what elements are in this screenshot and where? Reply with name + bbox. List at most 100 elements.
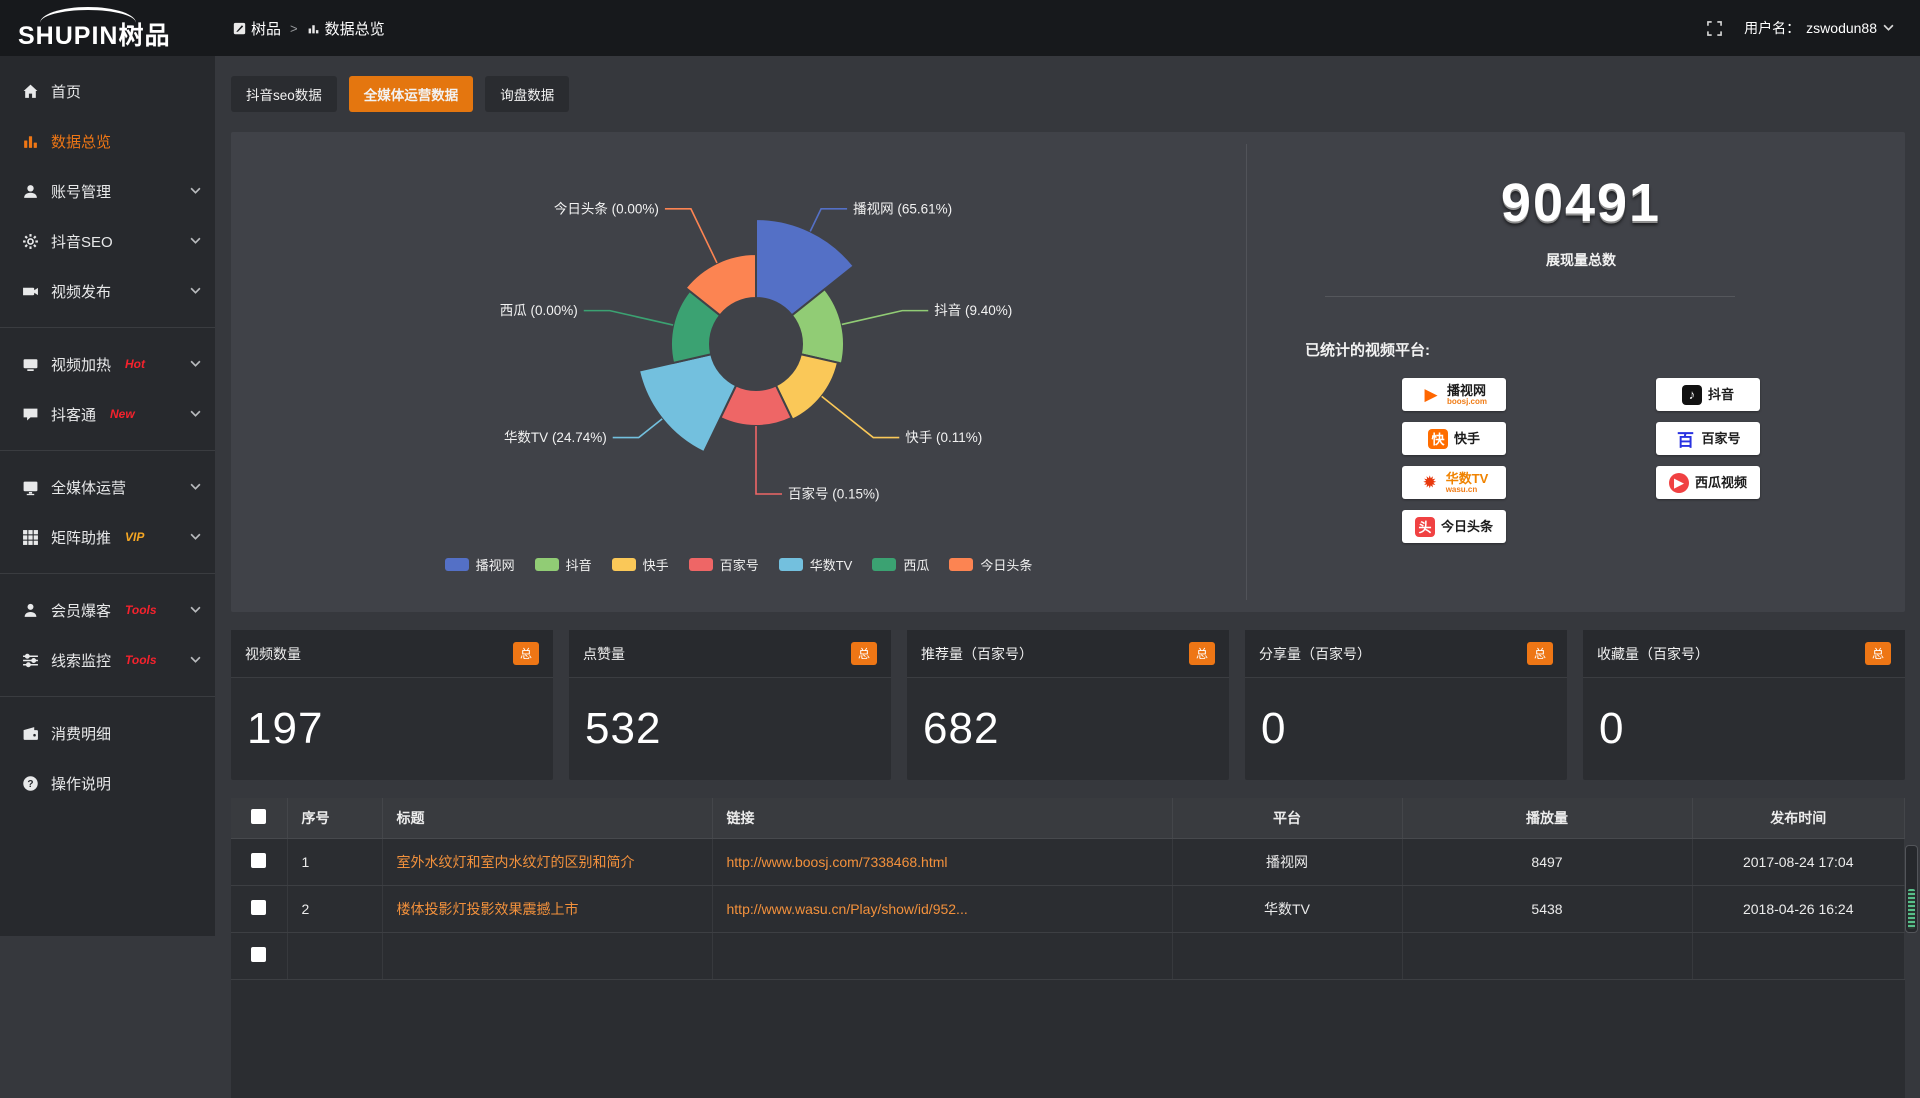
video-title-link[interactable]: 室外水纹灯和室内水纹灯的区别和简介 [396,853,635,870]
platform-texts: 华数TV wasu.cn [1446,472,1489,494]
bar-chart-icon [307,22,320,35]
sidebar-item-grid[interactable]: 矩阵助推 VIP [0,512,215,562]
legend-label: 西瓜 [903,558,930,573]
legend-swatch [872,558,897,571]
legend-label: 百家号 [719,558,759,573]
rose-pie-chart: 播视网 (65.61%) 抖音 (9.40%) 快手 (0.11%) 百家号 (0.1… [500,200,1013,501]
platform-name: 快手 [1453,431,1480,446]
home-icon [22,83,39,100]
stat-card-4: 收藏量（百家号） 总 0 [1583,630,1905,780]
stat-card-value: 532 [585,704,662,753]
breadcrumb-root-label: 树品 [251,20,282,38]
stat-card-title: 推荐量（百家号） [921,645,1033,662]
tab-1[interactable]: 全媒体运营数据 [348,76,474,112]
sidebar-item-home[interactable]: 首页 [0,66,215,116]
sidebar-item-gear[interactable]: 抖音SEO [0,216,215,266]
sidebar-item-bubble[interactable]: 抖客通 New [0,389,215,439]
impressions-total-value: 90491 [1500,173,1662,233]
select-all-checkbox[interactable] [251,808,267,824]
row-checkbox[interactable] [251,946,267,962]
legend-item-百家号[interactable]: 百家号 [688,555,759,574]
stat-card-2: 推荐量（百家号） 总 682 [907,630,1229,780]
pie-label-line [612,418,663,439]
stat-card-header: 推荐量（百家号） 总 [907,630,1229,678]
app-logo: SHUPIN树品 [0,7,215,49]
chevron-down-icon [190,533,201,541]
sidebar-item-badge: Hot [125,357,146,371]
row-checkbox[interactable] [251,852,267,868]
pie-slice-抖音[interactable] [790,287,845,365]
legend-item-抖音[interactable]: 抖音 [534,555,592,574]
screen-icon [22,356,39,373]
sidebar-divider [0,327,215,328]
legend-swatch [778,558,803,571]
video-url-link[interactable]: http://www.boosj.com/7338468.html [726,853,948,870]
sidebar-item-video[interactable]: 视频发布 [0,266,215,316]
platform-sub: wasu.cn [1445,484,1478,494]
sidebar-item-chart[interactable]: 数据总览 [0,116,215,166]
breadcrumb-root[interactable]: 树品 [233,18,281,39]
stat-card-total-badge: 总 [1864,642,1891,665]
fullscreen-icon[interactable] [1707,20,1723,36]
legend-item-西瓜[interactable]: 西瓜 [872,555,929,574]
row-select-cell [231,885,288,933]
video-title-link[interactable]: 楼体投影灯投影效果震撼上市 [396,900,579,917]
stat-card-title: 视频数量 [245,645,301,662]
user-icon [22,183,39,200]
pie-slice-华数TV[interactable] [637,353,738,454]
platform-texts: 今日头条 [1441,520,1493,533]
video-url-link[interactable]: http://www.wasu.cn/Play/show/id/952... [726,900,968,917]
sidebar-item-screen[interactable]: 视频加热 Hot [0,339,215,389]
legend-item-快手[interactable]: 快手 [611,555,669,574]
sidebar-item-sliders[interactable]: 线索监控 Tools [0,635,215,685]
sidebar-item-label: 矩阵助推 [51,529,112,547]
tab-0[interactable]: 抖音seo数据 [231,76,337,112]
sidebar-item-wallet[interactable]: 消费明细 [0,708,215,758]
platform-card-华数TV: ✹ 华数TV wasu.cn [1402,466,1506,499]
platform-card-百家号: 百百家号 [1656,422,1760,455]
scrollbar-thumb[interactable] [1908,889,1915,929]
stat-card-title: 分享量（百家号） [1259,645,1371,662]
legend-item-今日头条[interactable]: 今日头条 [949,555,1032,574]
tab-2[interactable]: 询盘数据 [485,76,570,112]
legend-swatch [611,558,636,571]
chevron-down-icon [190,656,201,664]
row-link: http://www.boosj.com/7338468.html [712,838,1173,886]
table-row-1: 2 楼体投影灯投影效果震撼上市 http://www.wasu.cn/Play/sh… [231,885,1905,933]
col-title: 标题 [382,798,713,839]
pie-label: 今日头条 (0.00%) [554,200,659,216]
sliders-icon [22,652,39,669]
scrollbar-track[interactable] [1905,845,1918,933]
sidebar-item-label: 视频发布 [51,283,112,301]
row-checkbox[interactable] [251,899,267,915]
pie-slice-快手[interactable] [774,353,840,422]
pie-slice-今日头条[interactable] [684,252,757,317]
legend-item-播视网[interactable]: 播视网 [444,555,515,574]
legend-swatch [949,558,974,571]
stat-card-value: 197 [247,704,324,753]
sidebar-divider [0,450,215,451]
sidebar-item-monitor[interactable]: 全媒体运营 [0,462,215,512]
col-platform: 平台 [1172,798,1403,839]
legend-label: 快手 [642,558,669,573]
pie-label: 播视网 (65.61%) [853,201,952,216]
stat-card-total-badge: 总 [1188,642,1215,665]
pie-slice-播视网[interactable] [755,217,856,317]
col-plays: 播放量 [1402,798,1693,839]
legend-item-华数TV[interactable]: 华数TV [778,555,852,574]
platform-texts: 快手 [1454,432,1480,445]
row-link: http://www.wasu.cn/Play/show/id/952... [712,885,1173,933]
sidebar-item-user[interactable]: 账号管理 [0,166,215,216]
row-title: 楼体投影灯投影效果震撼上市 [382,885,713,933]
platform-share-chart: 播视网 (65.61%) 抖音 (9.40%) 快手 (0.11%) 百家号 (0.1… [231,132,1246,612]
sidebar-divider [0,573,215,574]
sidebar-item-help[interactable]: ? 操作说明 [0,758,215,808]
select-all-cell [231,798,288,839]
username-label: 用户名： [1744,20,1801,36]
monitor-icon [22,479,39,496]
platforms-label: 已统计的视频平台: [1305,342,1430,359]
chevron-down-icon [190,606,201,614]
sidebar-item-person[interactable]: 会员爆客 Tools [0,585,215,635]
stat-card-total-badge: 总 [1526,642,1553,665]
user-menu[interactable]: 用户名： zswodun88 [1744,18,1894,38]
